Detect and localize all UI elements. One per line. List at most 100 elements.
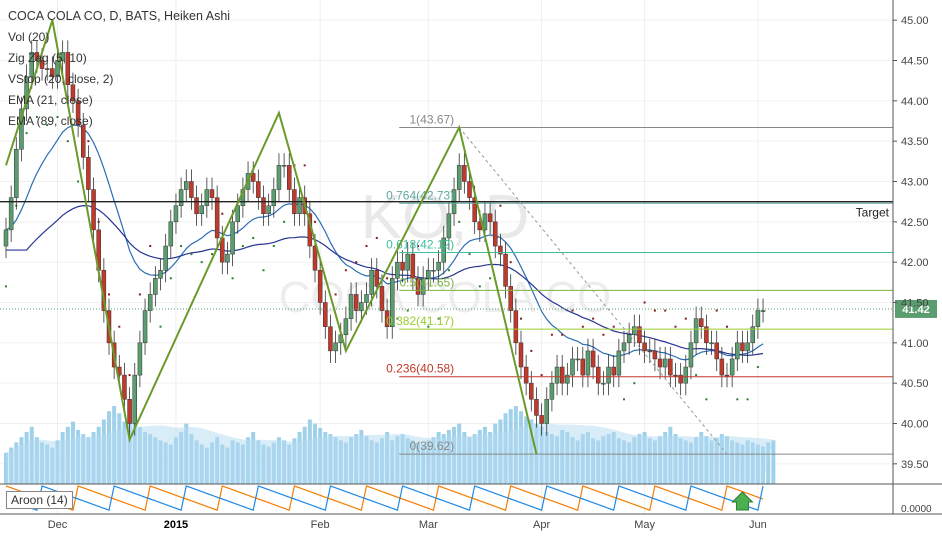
candle-body bbox=[81, 124, 86, 158]
candle-body bbox=[333, 342, 338, 352]
fib-level-label: 0.5(41.65) bbox=[399, 275, 454, 289]
candle bbox=[590, 338, 596, 380]
candle bbox=[704, 314, 709, 355]
vstop-dot bbox=[149, 245, 152, 248]
candle bbox=[317, 258, 323, 315]
candle-body bbox=[287, 165, 292, 190]
price-tick-label: 40.50 bbox=[901, 378, 929, 390]
time-axis-label: Feb bbox=[311, 519, 330, 531]
candle-body bbox=[348, 294, 354, 319]
candle-body bbox=[699, 318, 704, 327]
price-tick-label: 39.50 bbox=[901, 459, 929, 471]
vstop-dot bbox=[180, 245, 183, 248]
candle bbox=[55, 48, 60, 89]
time-axis-label: Apr bbox=[533, 519, 550, 531]
candle bbox=[142, 298, 148, 355]
candle-body bbox=[441, 237, 446, 263]
fib-level-label: 0(39.62) bbox=[409, 439, 454, 453]
candle bbox=[70, 72, 76, 113]
aroon-down-line bbox=[5, 485, 764, 511]
candle-body bbox=[184, 181, 189, 190]
candle bbox=[446, 201, 452, 251]
candle bbox=[405, 242, 410, 283]
candle-body bbox=[462, 165, 467, 182]
candle-body bbox=[637, 326, 642, 344]
candle bbox=[585, 338, 591, 388]
candle-body bbox=[518, 342, 524, 368]
vstop-dot bbox=[118, 325, 121, 328]
candle-body bbox=[225, 253, 230, 263]
candle-body bbox=[405, 253, 410, 271]
candle bbox=[554, 354, 560, 396]
candle bbox=[158, 258, 163, 291]
candle-body bbox=[127, 399, 132, 424]
candle-body bbox=[379, 286, 385, 311]
candle bbox=[565, 363, 570, 396]
time-axis-label: Mar bbox=[419, 519, 438, 531]
candle-body bbox=[390, 278, 395, 327]
candle bbox=[498, 233, 503, 267]
watermark-name: COCA COLA CO bbox=[279, 273, 612, 322]
candle-body bbox=[487, 213, 493, 223]
candle-body bbox=[596, 366, 601, 384]
candle-body bbox=[420, 278, 426, 295]
candle bbox=[184, 169, 189, 202]
candle-body bbox=[29, 52, 34, 77]
vstop-dot bbox=[756, 366, 759, 369]
candle bbox=[44, 56, 50, 81]
candle-body bbox=[214, 197, 220, 239]
vstop-dot bbox=[612, 325, 615, 328]
candle bbox=[740, 330, 745, 363]
candle bbox=[745, 330, 750, 363]
candle-body bbox=[86, 157, 91, 190]
candle-body bbox=[142, 310, 148, 344]
candle bbox=[3, 217, 9, 259]
vstop-dot bbox=[56, 115, 59, 118]
candle bbox=[575, 346, 580, 372]
vstop-dot bbox=[5, 285, 7, 288]
candle bbox=[297, 185, 302, 226]
candle bbox=[122, 363, 127, 412]
price-tick-label: 43.50 bbox=[901, 136, 929, 148]
vstop-dot bbox=[396, 317, 399, 320]
candle-body bbox=[467, 181, 472, 198]
candle bbox=[271, 177, 277, 218]
candle bbox=[323, 290, 328, 339]
candle-body bbox=[642, 342, 647, 352]
candle bbox=[729, 346, 735, 388]
candle-body bbox=[261, 197, 266, 215]
candle-body bbox=[456, 165, 462, 190]
candle-body bbox=[673, 374, 678, 377]
candle bbox=[256, 169, 261, 210]
vstop-dot bbox=[303, 164, 306, 167]
candle-body bbox=[498, 245, 503, 255]
candle-body bbox=[529, 382, 534, 400]
candle bbox=[503, 242, 508, 299]
candle-body bbox=[534, 399, 539, 416]
candle-body bbox=[760, 310, 766, 312]
candle bbox=[261, 185, 266, 226]
candle-body bbox=[19, 108, 24, 150]
candle bbox=[390, 266, 395, 339]
candle-body bbox=[55, 60, 60, 77]
candle-body bbox=[683, 366, 689, 384]
candle-body bbox=[436, 261, 441, 271]
candle-body bbox=[508, 286, 513, 311]
candle-body bbox=[678, 374, 683, 384]
candle bbox=[29, 40, 34, 89]
candle-body bbox=[426, 269, 431, 279]
candle-body bbox=[189, 181, 194, 198]
vstop-dot bbox=[561, 333, 564, 336]
time-axis-label: 2015 bbox=[164, 519, 188, 531]
candle bbox=[513, 298, 519, 355]
candle-body bbox=[50, 68, 55, 77]
candle bbox=[559, 354, 565, 396]
candle-body bbox=[343, 318, 349, 336]
candle-body bbox=[147, 294, 153, 311]
candle-body bbox=[745, 342, 750, 352]
candle bbox=[127, 387, 132, 436]
vstop-dot bbox=[653, 309, 656, 312]
candle bbox=[529, 371, 534, 412]
candle-body bbox=[652, 350, 658, 360]
